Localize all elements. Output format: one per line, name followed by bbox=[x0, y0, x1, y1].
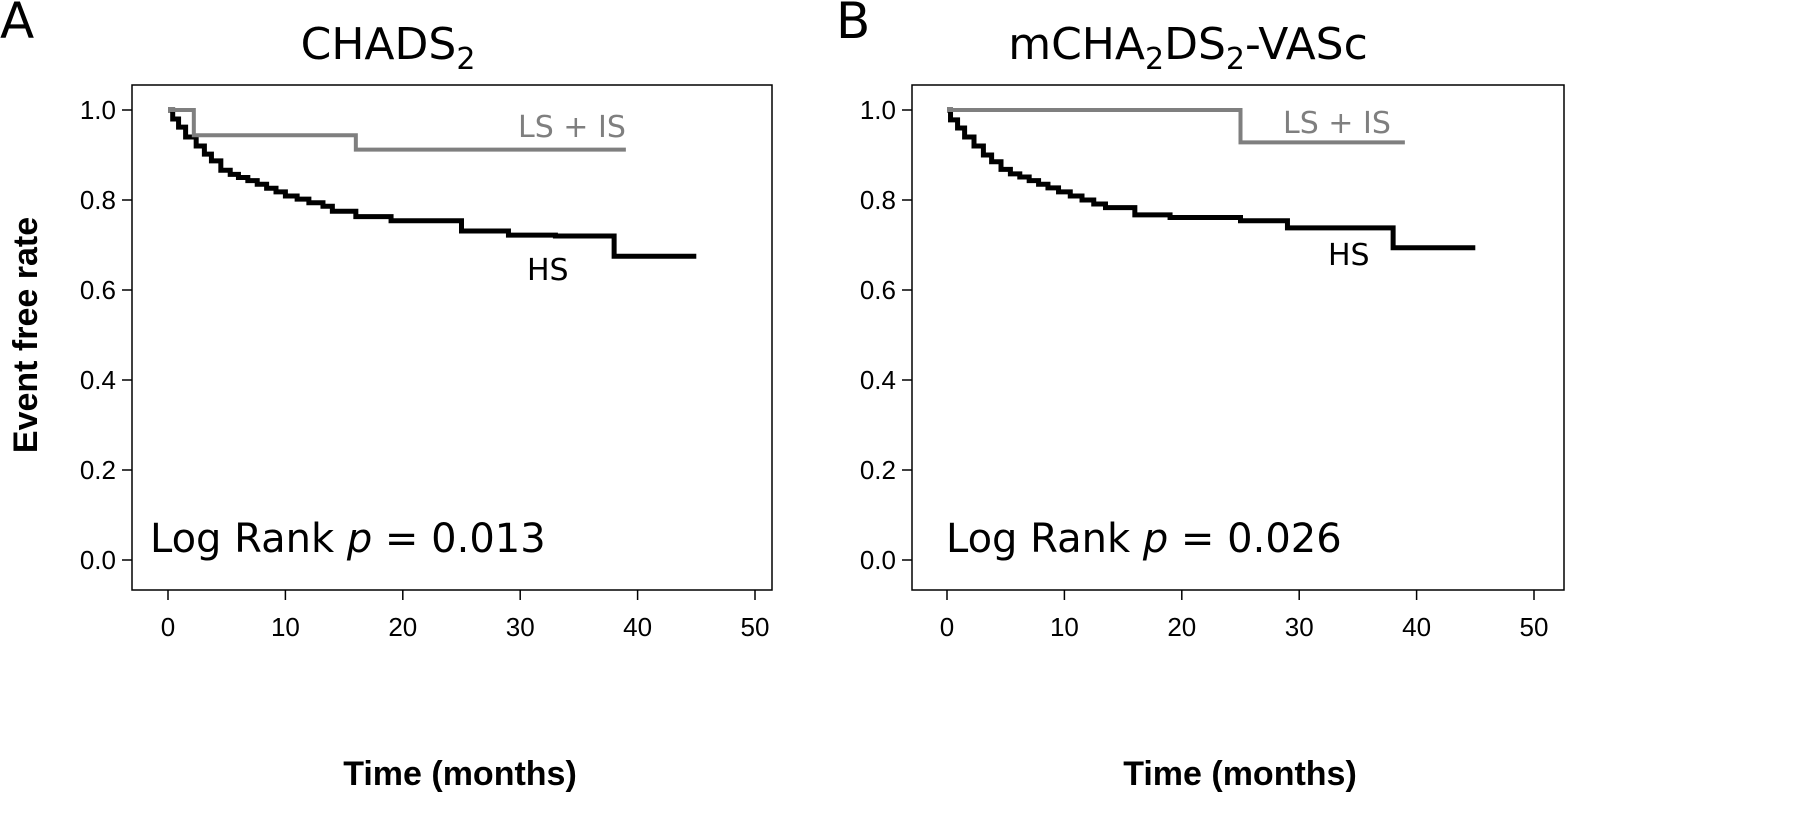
x-tick-label: 0 bbox=[161, 612, 175, 642]
panel-a-curves bbox=[168, 107, 697, 259]
panel-b-x-axis-title: Time (months) bbox=[1123, 755, 1357, 793]
panel-a-letter: A bbox=[0, 0, 34, 50]
panel-a-x-ticks: 0 10 20 30 40 50 bbox=[161, 590, 770, 642]
hs-survival-curve bbox=[168, 107, 697, 259]
y-tick-label: 0.6 bbox=[860, 275, 896, 305]
y-tick-label: 1.0 bbox=[860, 95, 896, 125]
panel-a-label-ls-is: LS + IS bbox=[518, 110, 626, 145]
ls-is-survival-curve bbox=[947, 108, 1405, 145]
panel-a-annotation-suffix: = 0.013 bbox=[372, 516, 545, 562]
panel-b-title-sub2: 2 bbox=[1226, 42, 1245, 77]
panel-a-plot-frame bbox=[131, 84, 773, 591]
panel-a-title: CHADS2 bbox=[301, 19, 476, 77]
panel-b-plot-frame bbox=[911, 84, 1565, 591]
panel-a-logrank-annotation: Log Rank p = 0.013 bbox=[150, 516, 546, 562]
y-tick-label: 0.2 bbox=[80, 455, 116, 485]
y-tick-label: 0.8 bbox=[80, 185, 116, 215]
x-tick-label: 10 bbox=[271, 612, 300, 642]
panel-b-annotation-prefix: Log Rank bbox=[946, 516, 1143, 562]
panel-a-title-main: CHADS bbox=[301, 19, 457, 70]
x-tick-label: 0 bbox=[940, 612, 954, 642]
panel-b-label-hs: HS bbox=[1328, 238, 1370, 273]
panel-b-title-sub: 2 bbox=[1145, 42, 1164, 77]
x-tick-label: 50 bbox=[741, 612, 770, 642]
panel-a: A CHADS2 0.00.20.40.60.81.0 0 10 20 30 40 50 … bbox=[0, 0, 773, 793]
x-tick-label: 20 bbox=[1167, 612, 1196, 642]
y-tick-label: 0.0 bbox=[860, 545, 896, 575]
x-tick-label: 40 bbox=[1402, 612, 1431, 642]
x-tick-label: 20 bbox=[388, 612, 417, 642]
panel-a-annotation-p: p bbox=[346, 516, 372, 562]
panel-b-title-main: mCHA bbox=[1008, 19, 1145, 70]
panel-b-letter: B bbox=[836, 0, 870, 50]
panel-b-curves bbox=[947, 107, 1476, 251]
panel-b-annotation-p: p bbox=[1142, 516, 1168, 562]
y-tick-label: 0.8 bbox=[860, 185, 896, 215]
panel-b-label-ls-is: LS + IS bbox=[1283, 106, 1391, 141]
x-tick-label: 10 bbox=[1050, 612, 1079, 642]
panel-a-title-sub: 2 bbox=[456, 42, 475, 77]
panel-a-x-axis-title: Time (months) bbox=[343, 755, 577, 793]
y-axis-title: Event free rate bbox=[7, 217, 45, 453]
hs-survival-curve bbox=[947, 107, 1476, 251]
ls-is-survival-curve bbox=[168, 108, 626, 152]
y-tick-label: 0.4 bbox=[860, 365, 896, 395]
y-tick-label: 0.6 bbox=[80, 275, 116, 305]
panel-b-annotation-suffix: = 0.026 bbox=[1168, 516, 1341, 562]
y-tick-label: 0.2 bbox=[860, 455, 896, 485]
x-tick-label: 50 bbox=[1520, 612, 1549, 642]
panel-b-x-ticks: 0 10 20 30 40 50 bbox=[940, 590, 1549, 642]
x-tick-label: 30 bbox=[506, 612, 535, 642]
panel-b: B mCHA2DS2-VASc 0.00.20.40.60.81.0 0 10 20… bbox=[836, 0, 1565, 793]
y-tick-label: 0.4 bbox=[80, 365, 116, 395]
x-tick-label: 30 bbox=[1285, 612, 1314, 642]
panel-b-title-suffix: -VASc bbox=[1245, 19, 1368, 70]
panel-a-label-hs: HS bbox=[527, 253, 569, 288]
panel-b-logrank-annotation: Log Rank p = 0.026 bbox=[946, 516, 1342, 562]
panel-b-title-mid: DS bbox=[1164, 19, 1226, 70]
panel-a-y-ticks: 0.0 0.2 0.4 0.6 0.8 1.0 bbox=[80, 95, 132, 575]
panel-b-title: mCHA2DS2-VASc bbox=[1008, 19, 1368, 77]
panel-a-annotation-prefix: Log Rank bbox=[150, 516, 347, 562]
panel-b-y-ticks: 0.0 0.2 0.4 0.6 0.8 1.0 bbox=[860, 95, 912, 575]
y-tick-label: 0.0 bbox=[80, 545, 116, 575]
x-tick-label: 40 bbox=[623, 612, 652, 642]
y-tick-label: 1.0 bbox=[80, 95, 116, 125]
